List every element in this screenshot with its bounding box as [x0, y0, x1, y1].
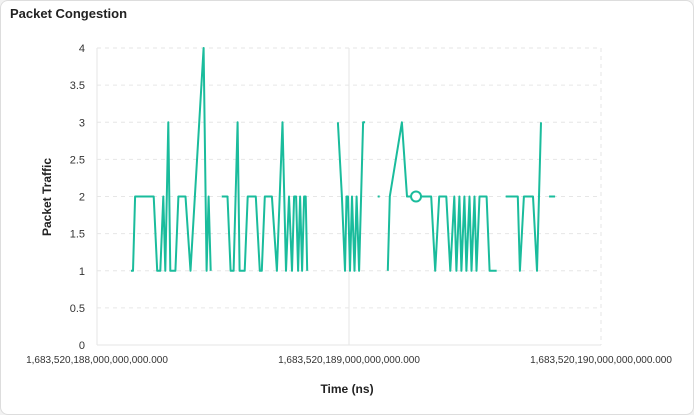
x-tick-label: 1,683,520,189,000,000,000.000	[278, 355, 420, 366]
y-axis-ticks: 0 0.5 1 1.5 2 2.5 3 3.5 4	[70, 43, 85, 352]
y-tick-label: 0.5	[70, 303, 85, 315]
panel-title: Packet Congestion	[10, 6, 128, 21]
series-layer	[131, 47, 556, 272]
series-line-segment	[336, 121, 366, 272]
x-tick-label: 1,683,520,190,000,000,000.000	[530, 355, 672, 366]
y-tick-label: 4	[79, 43, 85, 55]
x-axis-ticks: 1,683,520,188,000,000,000.000 1,683,520,1…	[26, 355, 672, 366]
series-line-segment	[131, 47, 212, 272]
hover-layer	[410, 190, 423, 203]
x-tick-label: 1,683,520,188,000,000,000.000	[26, 355, 168, 366]
y-tick-label: 2	[79, 192, 85, 204]
series-line-segment	[505, 122, 542, 272]
hover-point-marker	[410, 190, 423, 203]
y-tick-label: 3.5	[70, 80, 85, 92]
series-line-segment	[221, 121, 309, 272]
y-tick-label: 1	[79, 266, 85, 278]
y-tick-label: 2.5	[70, 154, 85, 166]
x-axis-label: Time (ns)	[320, 382, 373, 396]
y-axis-label: Packet Traffic	[40, 158, 54, 236]
y-tick-label: 3	[79, 117, 85, 129]
y-tick-label: 0	[79, 340, 85, 352]
y-tick-label: 1.5	[70, 229, 85, 241]
